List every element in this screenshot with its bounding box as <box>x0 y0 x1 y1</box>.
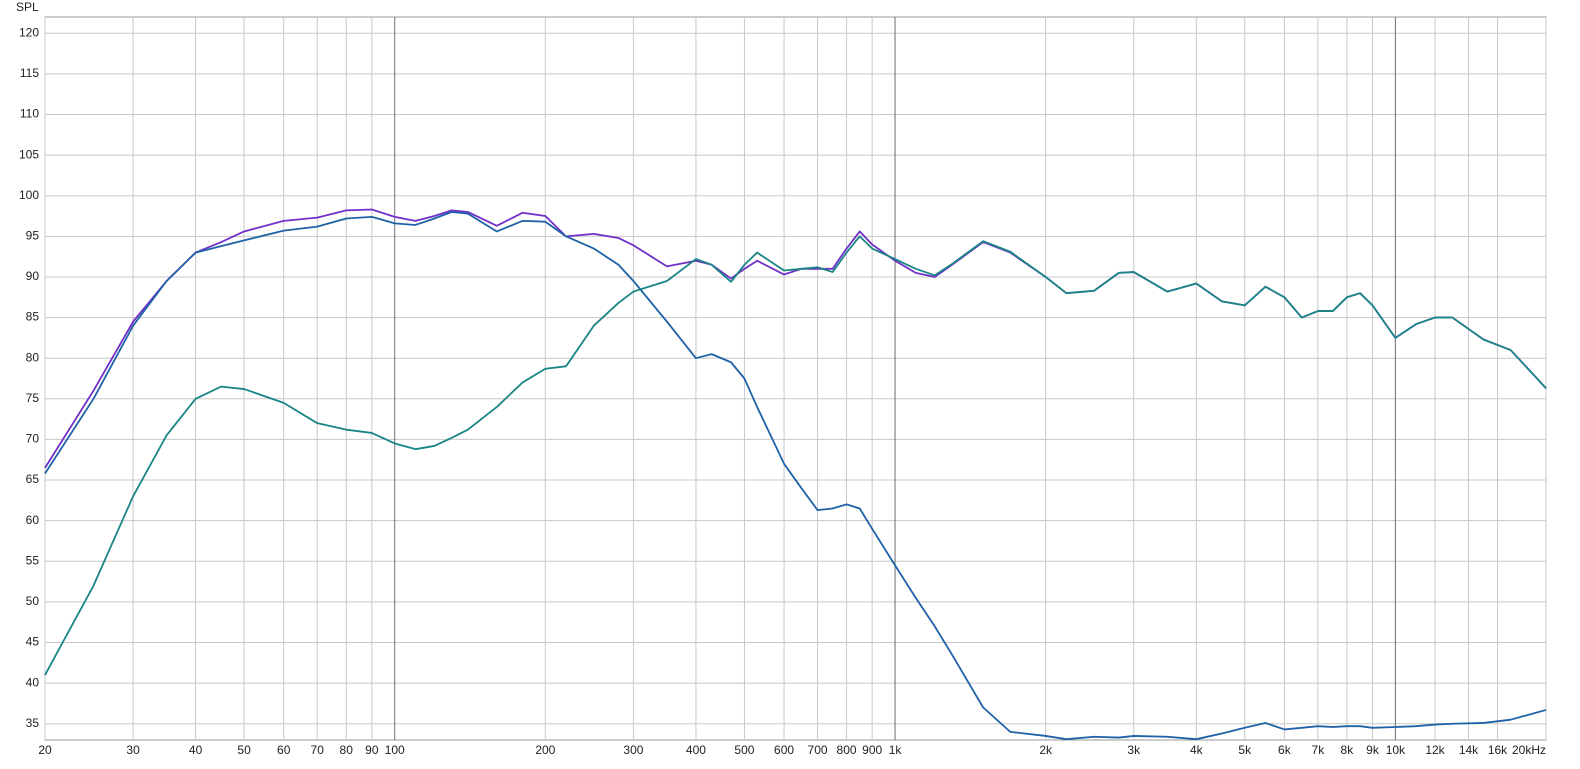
x-tick-label: 40 <box>189 743 203 757</box>
x-tick-label: 30 <box>126 743 140 757</box>
y-tick-label: 60 <box>26 513 40 527</box>
y-tick-label: 95 <box>26 229 40 243</box>
x-tick-label: 500 <box>734 743 754 757</box>
y-tick-label: 110 <box>20 107 39 121</box>
y-tick-label: 65 <box>26 472 40 486</box>
x-tick-label: 800 <box>837 743 857 757</box>
x-tick-label: 900 <box>862 743 882 757</box>
x-tick-label: 60 <box>277 743 291 757</box>
x-tick-label: 50 <box>237 743 251 757</box>
y-tick-label: 120 <box>19 25 39 39</box>
y-tick-label: 40 <box>26 675 40 689</box>
x-tick-label: 20 <box>38 743 52 757</box>
y-tick-label: 35 <box>26 716 40 730</box>
x-tick-label: 90 <box>365 743 379 757</box>
y-axis-label: SPL <box>16 0 39 14</box>
y-tick-label: 80 <box>26 350 40 364</box>
x-tick-label: 8k <box>1341 743 1355 757</box>
x-tick-label: 9k <box>1366 743 1380 757</box>
y-tick-label: 45 <box>26 635 40 649</box>
x-tick-label: 700 <box>808 743 828 757</box>
x-tick-label: 10k <box>1386 743 1406 757</box>
series-line <box>44 211 1547 741</box>
y-tick-label: 55 <box>26 553 40 567</box>
series-line <box>44 235 1547 676</box>
x-tick-label: 300 <box>623 743 643 757</box>
x-tick-label: 6k <box>1278 743 1292 757</box>
x-tick-label: 600 <box>774 743 794 757</box>
x-tick-label: 20kHz <box>1512 743 1546 757</box>
y-tick-label: 85 <box>26 310 40 324</box>
y-tick-label: 70 <box>26 432 40 446</box>
x-tick-label: 5k <box>1238 743 1252 757</box>
x-tick-label: 3k <box>1127 743 1141 757</box>
x-tick-label: 1k <box>889 743 903 757</box>
x-tick-label: 2k <box>1039 743 1053 757</box>
x-tick-label: 7k <box>1312 743 1326 757</box>
x-tick-label: 80 <box>340 743 354 757</box>
x-tick-label: 100 <box>385 743 405 757</box>
x-tick-label: 200 <box>535 743 555 757</box>
x-tick-label: 12k <box>1425 743 1445 757</box>
x-tick-label: 14k <box>1459 743 1479 757</box>
x-tick-label: 4k <box>1190 743 1204 757</box>
y-tick-label: 50 <box>26 594 40 608</box>
x-tick-label: 16k <box>1488 743 1508 757</box>
x-tick-label: 70 <box>311 743 325 757</box>
y-tick-label: 75 <box>26 391 40 405</box>
plot-area <box>44 16 1547 741</box>
y-tick-label: 90 <box>26 269 40 283</box>
y-tick-label: 115 <box>20 66 39 80</box>
y-tick-label: 105 <box>19 147 39 161</box>
y-tick-label: 100 <box>19 188 39 202</box>
x-tick-label: 400 <box>686 743 706 757</box>
